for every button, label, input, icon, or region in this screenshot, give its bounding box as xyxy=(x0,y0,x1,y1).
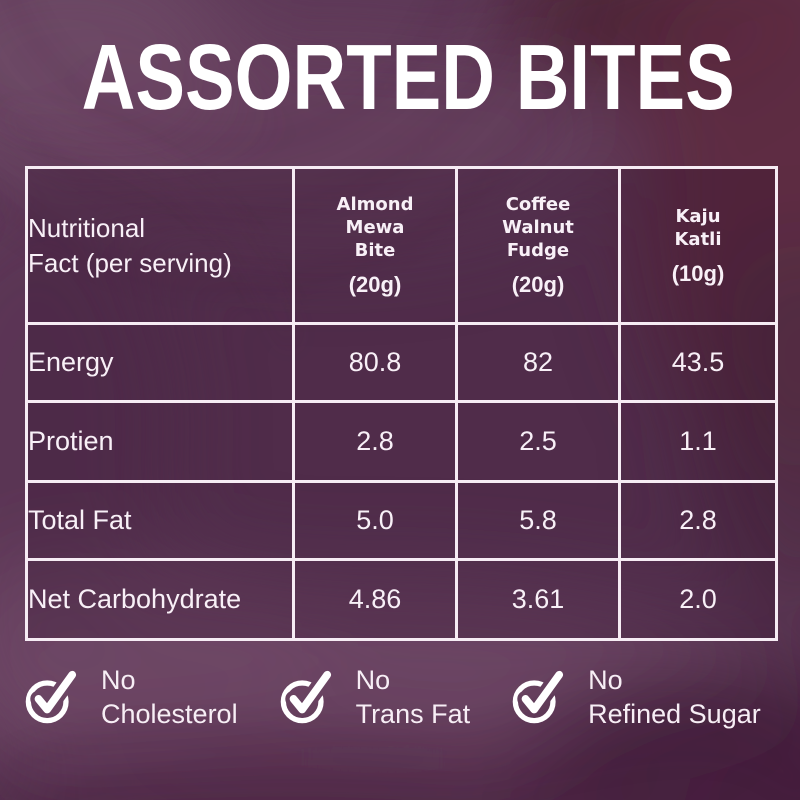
badge-no-trans-fat: No Trans Fat xyxy=(280,663,471,731)
value-cell: 5.8 xyxy=(455,480,621,561)
table-row-energy: Energy 80.8 82 43.5 xyxy=(25,322,778,403)
claims-row: No Cholesterol No Trans Fat xyxy=(25,663,785,731)
row-label: Protien xyxy=(25,400,295,483)
corner-header-line2: Fact (per serving) xyxy=(28,247,232,278)
value-cell: 3.61 xyxy=(455,558,621,641)
table-row-net-carbohydrate: Net Carbohydrate 4.86 3.61 2.0 xyxy=(25,558,778,641)
check-circle-icon xyxy=(25,670,77,724)
table-row-protien: Protien 2.8 2.5 1.1 xyxy=(25,400,778,483)
value-cell: 80.8 xyxy=(292,322,458,403)
badge-label-line2: Trans Fat xyxy=(355,699,471,729)
badge-label: No Cholesterol xyxy=(101,663,238,731)
product-name: Almond Mewa Bite xyxy=(336,194,414,261)
row-label: Energy xyxy=(25,322,295,403)
badge-label: No Refined Sugar xyxy=(588,663,761,731)
nutrition-table: Nutritional Fact (per serving) Almond Me… xyxy=(25,166,778,641)
badge-label-line1: No xyxy=(101,665,136,695)
badge-label-line2: Refined Sugar xyxy=(588,699,761,729)
product-name: Coffee Walnut Fudge xyxy=(502,194,574,261)
check-circle-icon xyxy=(512,670,564,724)
badge-label: No Trans Fat xyxy=(356,663,471,731)
value-cell: 43.5 xyxy=(618,322,778,403)
page-title: ASSORTED BITES xyxy=(0,24,800,131)
check-circle-icon xyxy=(280,670,331,724)
badge-label-line2: Cholesterol xyxy=(101,699,238,729)
table-row-total-fat: Total Fat 5.0 5.8 2.8 xyxy=(25,480,778,561)
column-header-coffee-walnut-fudge: Coffee Walnut Fudge (20g) xyxy=(455,166,621,325)
value-cell: 1.1 xyxy=(618,400,778,483)
product-serving: (10g) xyxy=(671,260,725,286)
row-label: Total Fat xyxy=(25,480,295,561)
value-cell: 5.0 xyxy=(292,480,458,561)
product-serving: (20g) xyxy=(348,272,402,297)
corner-header-line1: Nutritional xyxy=(28,212,146,243)
product-serving: (20g) xyxy=(511,272,565,297)
badge-label-line1: No xyxy=(355,665,391,695)
column-header-almond-mewa-bite: Almond Mewa Bite (20g) xyxy=(292,166,458,325)
badge-no-refined-sugar: No Refined Sugar xyxy=(512,663,761,731)
badge-label-line1: No xyxy=(588,665,623,695)
product-name: Kaju Katli xyxy=(674,205,722,250)
value-cell: 2.8 xyxy=(292,400,458,483)
badge-no-cholesterol: No Cholesterol xyxy=(25,663,238,731)
page-title-text: ASSORTED BITES xyxy=(81,25,735,129)
value-cell: 2.0 xyxy=(618,558,778,641)
table-header-row: Nutritional Fact (per serving) Almond Me… xyxy=(25,166,778,325)
value-cell: 82 xyxy=(455,322,621,403)
value-cell: 4.86 xyxy=(292,558,458,641)
value-cell: 2.8 xyxy=(618,480,778,561)
column-header-kaju-katli: Kaju Katli (10g) xyxy=(618,166,778,325)
corner-header: Nutritional Fact (per serving) xyxy=(25,166,295,325)
row-label: Net Carbohydrate xyxy=(25,558,295,641)
value-cell: 2.5 xyxy=(455,400,621,483)
